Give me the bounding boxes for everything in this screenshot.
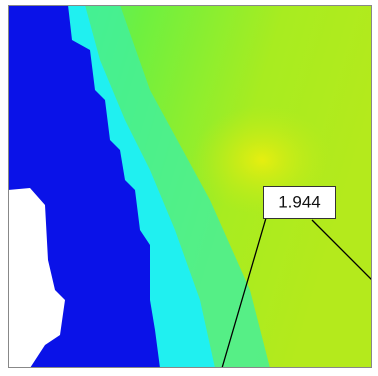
label-box	[263, 186, 336, 219]
frame	[8, 5, 372, 368]
leader-line	[311, 219, 372, 281]
field-empty	[8, 188, 65, 368]
annotation-label: 1.944	[278, 192, 321, 211]
leader-line	[221, 217, 267, 368]
